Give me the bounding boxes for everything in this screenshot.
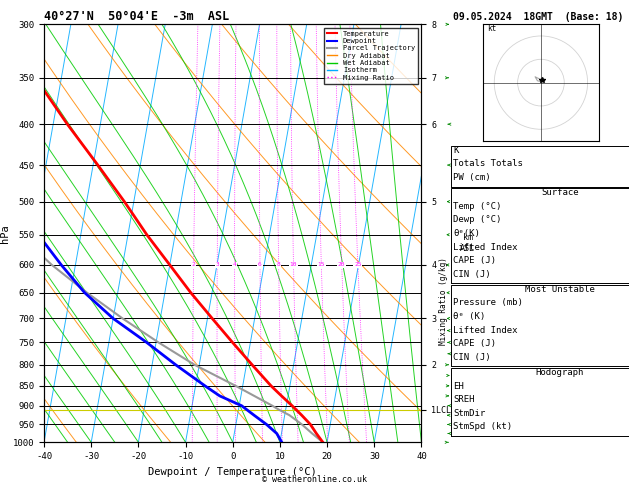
Text: CAPE (J): CAPE (J) [453,339,496,348]
Text: Surface: Surface [541,188,579,197]
Text: Totals Totals: Totals Totals [453,159,523,169]
Text: 15: 15 [318,262,325,267]
Text: CIN (J): CIN (J) [453,353,491,362]
Text: θᵉ (K): θᵉ (K) [453,312,485,321]
Text: 40°27'N  50°04'E  -3m  ASL: 40°27'N 50°04'E -3m ASL [44,10,230,23]
Text: CIN (J): CIN (J) [453,270,491,279]
Legend: Temperature, Dewpoint, Parcel Trajectory, Dry Adiabat, Wet Adiabat, Isotherm, Mi: Temperature, Dewpoint, Parcel Trajectory… [324,28,418,84]
Text: © weatheronline.co.uk: © weatheronline.co.uk [262,474,367,484]
Text: Lifted Index: Lifted Index [453,326,518,335]
Y-axis label: km
ASL: km ASL [460,233,476,253]
Text: 2: 2 [192,262,196,267]
Text: 10: 10 [290,262,298,267]
Text: kt: kt [487,24,496,34]
Text: Hodograph: Hodograph [536,368,584,377]
Y-axis label: hPa: hPa [0,224,10,243]
Text: 8: 8 [277,262,281,267]
Text: 4: 4 [233,262,237,267]
Text: CAPE (J): CAPE (J) [453,256,496,265]
Text: SREH: SREH [453,395,474,404]
Text: Most Unstable: Most Unstable [525,285,595,294]
Text: EH: EH [453,382,464,391]
Text: Dewp (°C): Dewp (°C) [453,215,501,225]
Text: Pressure (mb): Pressure (mb) [453,298,523,308]
Text: Lifted Index: Lifted Index [453,243,518,252]
Text: Temp (°C): Temp (°C) [453,202,501,211]
Text: θᵉ(K): θᵉ(K) [453,229,480,238]
Text: Mixing Ratio (g/kg): Mixing Ratio (g/kg) [439,258,448,345]
Text: PW (cm): PW (cm) [453,173,491,182]
Text: K: K [453,146,459,155]
Text: StmDir: StmDir [453,409,485,418]
Text: 3: 3 [215,262,219,267]
X-axis label: Dewpoint / Temperature (°C): Dewpoint / Temperature (°C) [148,467,317,477]
Text: 09.05.2024  18GMT  (Base: 18): 09.05.2024 18GMT (Base: 18) [453,12,623,22]
Text: 20: 20 [338,262,345,267]
Text: StmSpd (kt): StmSpd (kt) [453,422,512,432]
Text: 25: 25 [354,262,362,267]
Text: 6: 6 [258,262,262,267]
